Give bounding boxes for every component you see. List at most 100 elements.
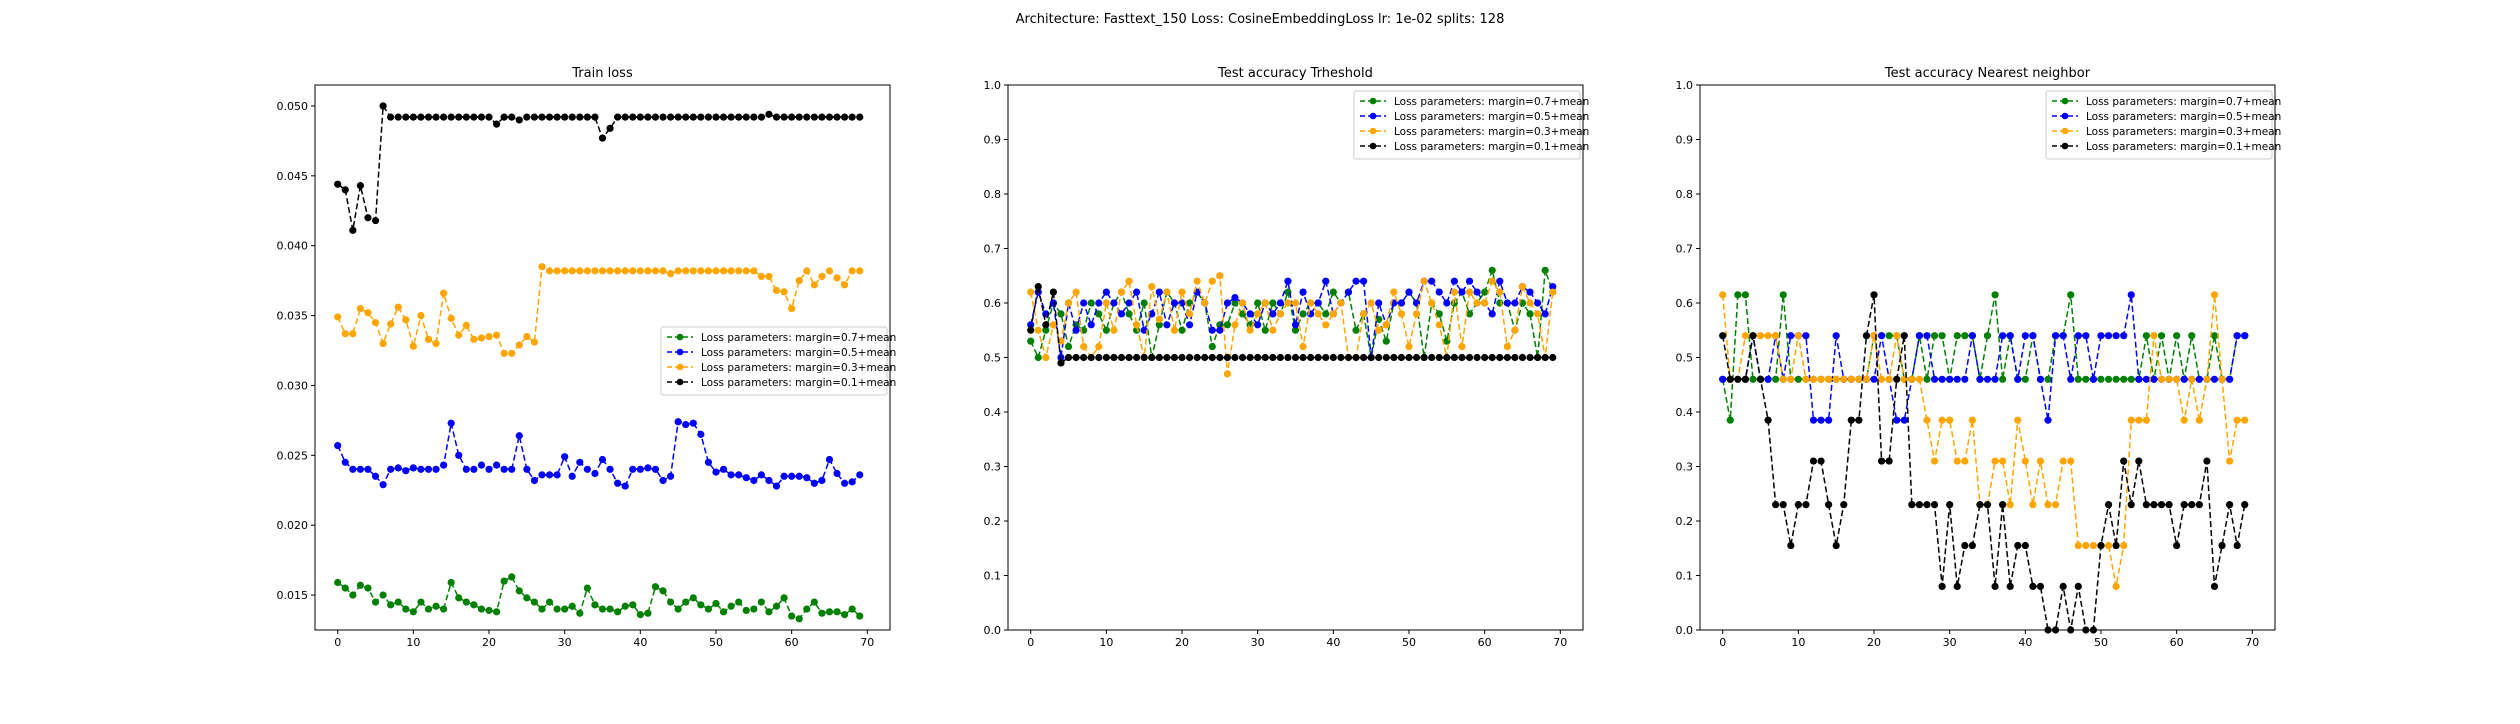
data-point	[1999, 501, 2007, 509]
x-tick-label: 60	[1478, 636, 1492, 649]
series-3	[1719, 291, 2249, 591]
data-point	[1983, 501, 1992, 509]
data-point	[1847, 416, 1855, 424]
data-point	[742, 606, 750, 615]
data-point	[719, 608, 728, 616]
data-point	[409, 608, 417, 616]
data-point	[810, 281, 818, 289]
data-point	[568, 602, 576, 610]
data-point	[1870, 291, 1878, 299]
chart-panel-1: Train loss 0 10 20 30 40 50 60 70 0.015 0.020 0.025…	[277, 66, 897, 649]
data-point	[757, 113, 765, 121]
y-tick-label: 0.8	[984, 188, 1002, 201]
data-point	[1291, 299, 1300, 307]
data-point	[1473, 353, 1481, 362]
data-point	[1208, 353, 1216, 362]
data-point	[1518, 353, 1527, 362]
data-point	[606, 267, 614, 275]
data-point	[1991, 291, 1999, 299]
data-point	[757, 272, 765, 281]
data-point	[409, 113, 417, 121]
data-point	[2210, 291, 2219, 299]
data-point	[629, 601, 637, 609]
data-point	[825, 455, 834, 464]
data-point	[1473, 299, 1481, 307]
data-point	[1299, 310, 1307, 318]
data-point	[1216, 353, 1224, 362]
data-point	[1719, 332, 1727, 340]
data-point	[1375, 353, 1383, 362]
data-point	[727, 267, 735, 275]
data-point	[1961, 375, 1969, 383]
data-point	[2029, 501, 2037, 509]
legend-label: Loss parameters: margin=0.5+mean	[701, 347, 896, 359]
data-point	[1322, 310, 1330, 318]
data-point	[530, 598, 539, 606]
y-tick-label: 0.3	[984, 461, 1002, 474]
data-point	[1999, 457, 2007, 465]
legend-label: Loss parameters: margin=0.5+mean	[1394, 111, 1589, 123]
data-point	[2165, 375, 2173, 383]
data-point	[659, 113, 667, 121]
series-1	[334, 573, 864, 623]
data-point	[1133, 353, 1141, 362]
data-point	[666, 270, 675, 278]
data-point	[1772, 501, 1780, 509]
data-point	[341, 186, 349, 194]
data-point	[727, 113, 735, 121]
data-point	[636, 465, 644, 473]
data-point	[2188, 375, 2196, 383]
y-tick-label: 0.045	[277, 170, 309, 183]
data-point	[1170, 299, 1179, 307]
data-point	[2233, 416, 2241, 424]
data-point	[447, 419, 455, 427]
series-4	[1027, 283, 1557, 367]
data-point	[1231, 299, 1239, 307]
data-point	[825, 267, 834, 275]
data-point	[848, 113, 856, 121]
data-point	[1125, 277, 1133, 285]
data-point	[1276, 299, 1284, 307]
data-point	[1269, 326, 1277, 334]
data-point	[356, 581, 364, 589]
series-2	[334, 418, 864, 490]
data-point	[780, 113, 788, 121]
data-point	[1178, 288, 1186, 296]
data-point	[2006, 582, 2014, 591]
data-point	[2097, 541, 2105, 550]
x-tick-label: 10	[1791, 636, 1805, 649]
data-point	[2218, 541, 2226, 550]
data-point	[621, 113, 629, 121]
data-point	[1269, 353, 1277, 362]
data-point	[1946, 501, 1954, 509]
data-point	[2142, 375, 2150, 383]
data-point	[1541, 353, 1549, 362]
data-point	[750, 605, 758, 613]
data-point	[2112, 582, 2120, 591]
data-point	[2173, 332, 2181, 340]
data-point	[1511, 353, 1519, 362]
data-point	[1481, 299, 1489, 307]
data-point	[1223, 370, 1232, 378]
data-point	[440, 461, 448, 469]
data-point	[2097, 332, 2105, 340]
data-point	[1817, 457, 1825, 465]
data-point	[1923, 375, 1931, 383]
data-point	[334, 180, 342, 188]
data-point	[2074, 332, 2082, 340]
data-point	[1893, 416, 1901, 424]
data-point	[1885, 457, 1893, 465]
data-point	[2218, 375, 2226, 383]
data-point	[651, 583, 660, 591]
data-point	[2210, 375, 2219, 383]
data-point	[485, 465, 493, 473]
data-point	[1307, 353, 1315, 362]
data-point	[2082, 375, 2090, 383]
data-point	[394, 598, 402, 606]
data-point	[371, 216, 380, 225]
data-point	[704, 605, 713, 613]
data-point	[1102, 288, 1110, 296]
data-point	[697, 267, 705, 275]
data-point	[424, 605, 433, 613]
data-point	[470, 113, 478, 121]
